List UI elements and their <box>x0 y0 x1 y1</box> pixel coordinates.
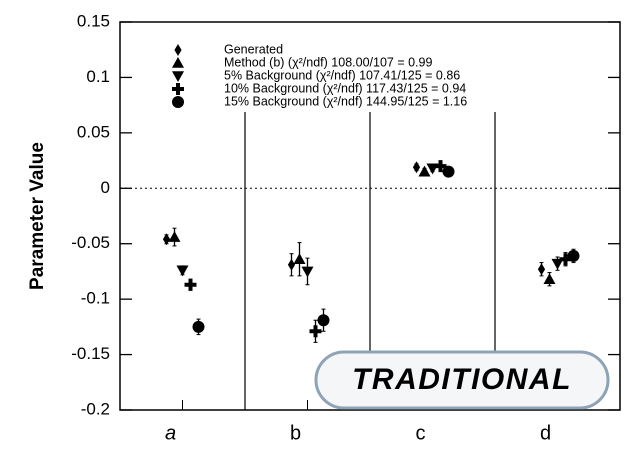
y-tick-label: 0.05 <box>77 122 110 141</box>
marker <box>317 314 330 327</box>
watermark: TRADITIONAL <box>352 363 572 396</box>
marker <box>559 253 572 266</box>
y-tick-label: 0 <box>101 178 110 197</box>
y-tick-label: -0.05 <box>71 233 110 252</box>
y-tick-label: -0.2 <box>81 399 110 418</box>
marker <box>567 249 580 262</box>
y-tick-label: 0.1 <box>86 67 110 86</box>
x-tick-label: c <box>416 422 426 444</box>
legend-marker <box>172 71 184 82</box>
marker <box>551 258 564 270</box>
y-tick-label: -0.1 <box>81 289 110 308</box>
legend-marker <box>174 44 182 56</box>
marker <box>162 233 171 246</box>
y-tick-label: 0.15 <box>77 11 110 30</box>
x-tick-label: b <box>290 422 301 444</box>
marker <box>293 253 306 265</box>
y-axis-label: Parameter Value <box>27 142 48 290</box>
legend-label: 10% Background (χ²/ndf) 117.43/125 = 0.9… <box>224 81 466 95</box>
legend-label: Method (b) (χ²/ndf) 108.00/107 = 0.99 <box>224 55 432 69</box>
marker <box>176 265 189 277</box>
marker <box>537 263 546 276</box>
marker <box>418 165 431 177</box>
marker <box>442 165 455 178</box>
marker <box>287 258 296 271</box>
marker <box>309 325 322 338</box>
legend-marker <box>172 83 184 95</box>
x-tick-label: a <box>165 422 176 444</box>
watermark-badge <box>314 350 610 410</box>
marker <box>543 273 556 284</box>
marker <box>192 320 205 333</box>
y-tick-label: -0.15 <box>71 344 110 363</box>
marker <box>412 161 421 174</box>
legend-label: 5% Background (χ²/ndf) 107.41/125 = 0.86 <box>224 68 460 82</box>
x-tick-label: d <box>540 422 551 444</box>
legend-marker <box>172 57 184 68</box>
legend-label: 15% Background (χ²/ndf) 144.95/125 = 1.1… <box>224 94 467 108</box>
marker <box>184 278 197 291</box>
marker <box>168 231 181 242</box>
legend-marker <box>172 96 184 108</box>
legend-label: Generated <box>224 42 283 56</box>
marker <box>434 160 447 173</box>
marker <box>301 266 314 278</box>
